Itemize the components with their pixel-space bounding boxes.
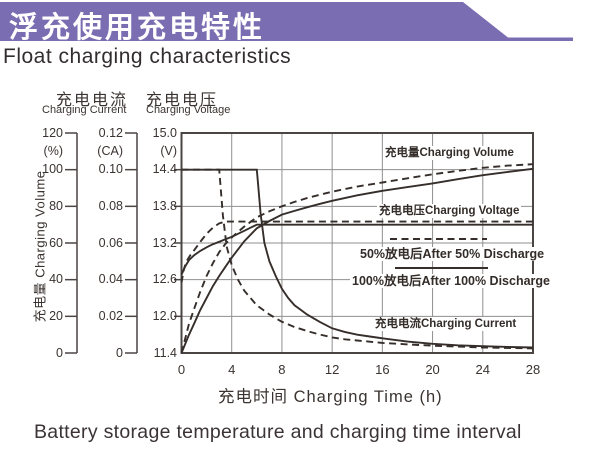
x-tick-label: 16 bbox=[375, 362, 390, 377]
voltage-tick-label: 13.2 bbox=[152, 235, 177, 250]
legend-item-100pct-discharge: 100%放电后After 100% Discharge bbox=[350, 274, 552, 288]
curve-charging_voltage_after_50pct_discharge bbox=[180, 220, 533, 283]
header-banner bbox=[0, 2, 573, 41]
label-charging-voltage: 充电电压Charging Voltage bbox=[377, 204, 522, 218]
x-tick-label: 20 bbox=[425, 362, 440, 377]
x-tick-label: 12 bbox=[324, 362, 340, 377]
current-tick-label: 0.02 bbox=[98, 308, 123, 323]
volume-tick-label: 100 bbox=[42, 162, 63, 177]
page-title-zh: 浮充使用充电特性 bbox=[9, 12, 266, 44]
legend-item-50pct-discharge: 50%放电后After 50% Discharge bbox=[358, 247, 547, 261]
x-axis-title: 充电时间 Charging Time (h) bbox=[218, 388, 443, 406]
current-tick-label: 0.12 bbox=[98, 125, 123, 140]
curve-charging_current_after_100pct_discharge bbox=[181, 168, 534, 349]
x-tick-label: 0 bbox=[177, 362, 186, 377]
x-tick-label: 28 bbox=[525, 362, 541, 377]
voltage-tick-label: 14.4 bbox=[152, 162, 177, 177]
volume-tick-label: 40 bbox=[49, 272, 63, 287]
volume-tick-label: 60 bbox=[49, 235, 63, 250]
voltage-unit-label: (V) bbox=[160, 144, 177, 159]
voltage-tick-label: 12.6 bbox=[152, 272, 177, 287]
curve-charging_volume_after_50pct_discharge bbox=[180, 163, 534, 354]
volume-tick-label: 120 bbox=[42, 125, 63, 140]
voltage-axis-header-zh: 充电电压 bbox=[146, 92, 219, 109]
current-tick-label: 0.06 bbox=[98, 235, 123, 250]
page-title-en: Float charging characteristics bbox=[3, 45, 292, 68]
current-tick-label: 0.08 bbox=[98, 198, 123, 213]
current-tick-label: 0.10 bbox=[98, 162, 123, 177]
x-tick-label: 24 bbox=[475, 362, 491, 377]
voltage-tick-label: 12.0 bbox=[152, 308, 177, 323]
curve-charging_volume_after_100pct_discharge bbox=[180, 167, 534, 354]
current-unit-label: (CA) bbox=[97, 144, 123, 159]
caption-text: Battery storage temperature and charging… bbox=[34, 421, 522, 443]
current-axis-header-zh: 充电电流 bbox=[56, 92, 129, 109]
banner-shape bbox=[0, 2, 573, 41]
x-tick-label: 8 bbox=[278, 362, 286, 377]
voltage-axis-header-en: Charging Voltage bbox=[146, 104, 231, 116]
current-axis-header-en: Charging Current bbox=[42, 104, 127, 116]
label-charging-volume: 充电量Charging Volume bbox=[383, 146, 516, 160]
curve-charging_current_after_50pct_discharge bbox=[181, 168, 534, 350]
current-tick-label: 0.04 bbox=[98, 272, 123, 287]
curve-charging_voltage_after_100pct_discharge bbox=[180, 223, 533, 276]
current-tick-label: 0 bbox=[116, 345, 123, 360]
volume-tick-label: 0 bbox=[56, 345, 63, 360]
label-charging-current: 充电电流Charging Current bbox=[373, 317, 519, 331]
voltage-tick-label: 11.4 bbox=[153, 345, 177, 360]
volume-tick-label: 20 bbox=[49, 308, 63, 323]
voltage-tick-label: 15.0 bbox=[152, 125, 177, 140]
volume-unit-label: (%) bbox=[43, 144, 63, 159]
x-tick-label: 4 bbox=[228, 362, 236, 377]
voltage-tick-label: 13.8 bbox=[152, 198, 177, 213]
volume-tick-label: 80 bbox=[49, 198, 63, 213]
